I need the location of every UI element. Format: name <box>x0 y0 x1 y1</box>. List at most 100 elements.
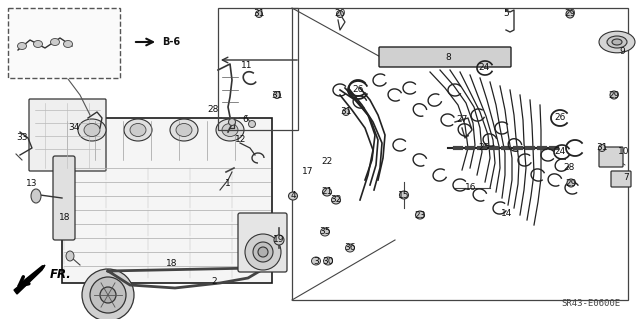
Text: 36: 36 <box>344 243 356 253</box>
Text: 30: 30 <box>323 256 333 265</box>
Text: 31: 31 <box>596 144 608 152</box>
Text: 21: 21 <box>321 188 333 197</box>
Ellipse shape <box>607 36 627 48</box>
Text: 18: 18 <box>166 258 178 268</box>
FancyBboxPatch shape <box>599 147 623 167</box>
Text: 3: 3 <box>313 256 319 265</box>
Ellipse shape <box>63 41 72 48</box>
Ellipse shape <box>84 123 100 137</box>
Ellipse shape <box>321 228 330 236</box>
Ellipse shape <box>33 41 42 48</box>
Text: 6: 6 <box>242 115 248 124</box>
Ellipse shape <box>17 42 26 49</box>
Text: 32: 32 <box>330 196 342 204</box>
Text: 29: 29 <box>565 179 577 188</box>
Ellipse shape <box>599 31 635 53</box>
Ellipse shape <box>216 119 244 141</box>
Text: 7: 7 <box>623 173 629 182</box>
Ellipse shape <box>612 39 622 45</box>
Text: 24: 24 <box>478 63 490 72</box>
Text: 22: 22 <box>321 158 333 167</box>
Ellipse shape <box>598 145 605 152</box>
Text: 25: 25 <box>478 144 490 152</box>
FancyBboxPatch shape <box>29 99 106 171</box>
Ellipse shape <box>245 234 281 270</box>
Ellipse shape <box>222 123 238 137</box>
Text: 26: 26 <box>352 85 364 94</box>
Polygon shape <box>14 265 45 294</box>
Text: B-6: B-6 <box>162 37 180 47</box>
Ellipse shape <box>323 188 332 196</box>
Ellipse shape <box>323 257 333 265</box>
Ellipse shape <box>176 123 192 137</box>
Text: 13: 13 <box>26 179 38 188</box>
Text: 19: 19 <box>273 235 285 244</box>
Ellipse shape <box>312 257 321 265</box>
Text: 16: 16 <box>465 183 477 192</box>
Text: 15: 15 <box>398 190 410 199</box>
Text: 20: 20 <box>334 10 346 19</box>
Bar <box>8 8 120 78</box>
Ellipse shape <box>273 92 280 99</box>
Ellipse shape <box>100 287 116 303</box>
Text: 31: 31 <box>271 91 283 100</box>
Ellipse shape <box>31 189 41 203</box>
Text: 29: 29 <box>564 10 576 19</box>
Text: 27: 27 <box>456 115 468 124</box>
Ellipse shape <box>255 11 262 18</box>
Ellipse shape <box>342 108 349 115</box>
Text: 9: 9 <box>619 48 625 56</box>
Text: 33: 33 <box>16 133 28 143</box>
Ellipse shape <box>170 119 198 141</box>
Text: 31: 31 <box>253 10 265 19</box>
Ellipse shape <box>332 196 340 204</box>
FancyBboxPatch shape <box>611 171 631 187</box>
Ellipse shape <box>567 179 575 187</box>
FancyBboxPatch shape <box>53 156 75 240</box>
Ellipse shape <box>610 91 618 99</box>
Text: 17: 17 <box>302 167 314 176</box>
Ellipse shape <box>130 123 146 137</box>
Ellipse shape <box>253 242 273 262</box>
Ellipse shape <box>78 119 106 141</box>
Text: 18: 18 <box>60 213 71 222</box>
Text: 28: 28 <box>563 164 575 173</box>
Ellipse shape <box>82 269 134 319</box>
Text: 5: 5 <box>503 10 509 19</box>
Bar <box>292 8 628 300</box>
Text: 1: 1 <box>225 179 231 188</box>
Text: 23: 23 <box>414 211 426 219</box>
Ellipse shape <box>289 192 298 200</box>
Ellipse shape <box>566 10 574 18</box>
Text: 11: 11 <box>241 61 253 70</box>
Text: 29: 29 <box>608 91 620 100</box>
Text: 35: 35 <box>319 227 331 236</box>
Ellipse shape <box>90 277 126 313</box>
Text: 14: 14 <box>501 209 513 218</box>
Ellipse shape <box>415 211 424 219</box>
Text: 8: 8 <box>445 53 451 62</box>
Ellipse shape <box>124 119 152 141</box>
Text: 10: 10 <box>618 147 630 157</box>
Ellipse shape <box>248 121 255 128</box>
Ellipse shape <box>228 118 236 125</box>
FancyBboxPatch shape <box>379 47 511 67</box>
Text: 26: 26 <box>554 114 566 122</box>
Ellipse shape <box>337 11 344 18</box>
Ellipse shape <box>66 251 74 261</box>
Text: 28: 28 <box>207 105 219 114</box>
Ellipse shape <box>346 244 355 252</box>
Ellipse shape <box>274 235 284 245</box>
Ellipse shape <box>51 39 60 46</box>
Text: 31: 31 <box>340 108 352 116</box>
Text: 34: 34 <box>68 123 80 132</box>
Ellipse shape <box>399 191 408 199</box>
Text: FR.: FR. <box>50 269 72 281</box>
Text: 12: 12 <box>236 136 246 145</box>
FancyBboxPatch shape <box>238 213 287 272</box>
Ellipse shape <box>258 247 268 257</box>
Text: SR43-E0600E: SR43-E0600E <box>561 299 620 308</box>
FancyBboxPatch shape <box>62 118 272 283</box>
Bar <box>218 8 298 130</box>
Text: 4: 4 <box>290 191 296 201</box>
